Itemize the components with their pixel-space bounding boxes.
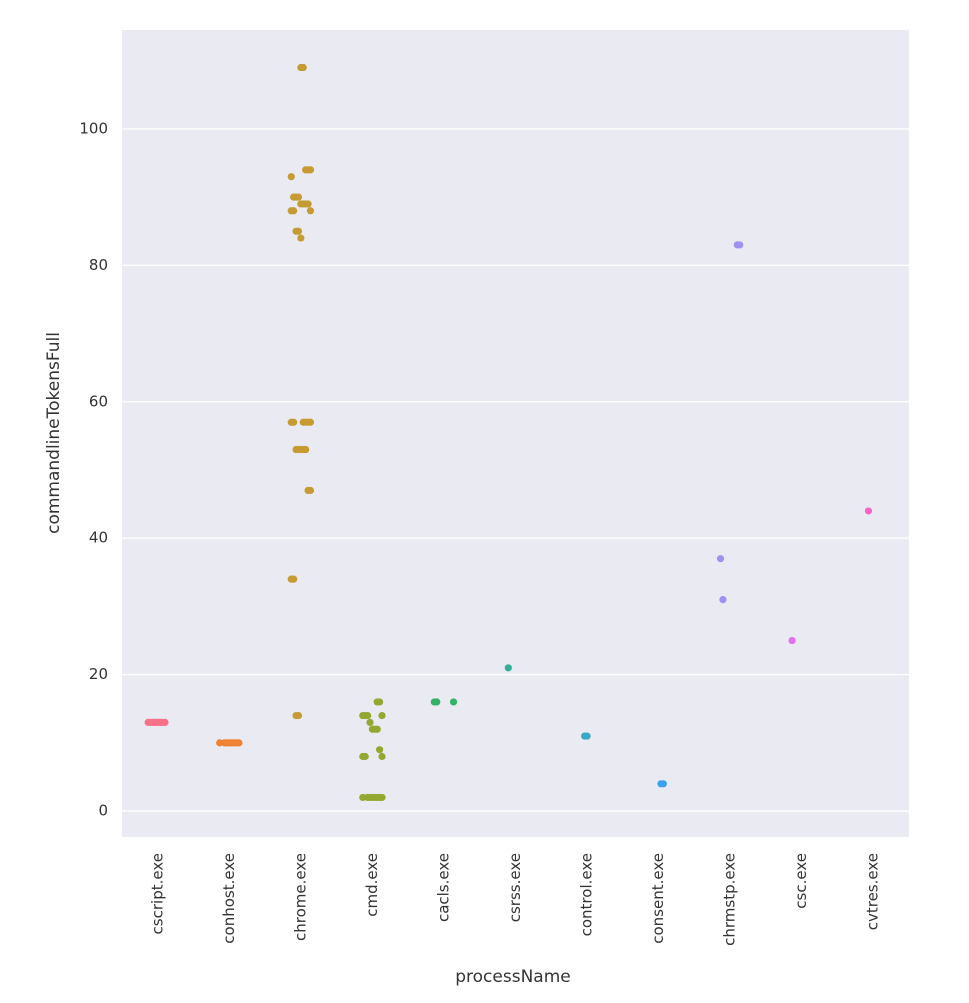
point [719,596,727,604]
y-tick-label: 20 [89,665,108,683]
point [378,793,386,802]
point [306,486,315,495]
point [364,711,372,720]
x-tick-label: conhost.exe [220,853,238,944]
point [290,575,298,583]
x-tick-label: cmd.exe [363,853,381,917]
point [306,207,315,215]
y-tick-label: 60 [89,392,108,410]
point [659,780,667,788]
x-tick-label: csc.exe [792,853,810,909]
x-tick-label: control.exe [578,853,596,936]
point [294,711,303,720]
point [736,241,744,249]
y-tick-label: 0 [98,802,108,820]
point [449,698,458,706]
point [304,200,312,208]
x-tick-label: cvtres.exe [864,853,882,930]
point [294,193,303,201]
plot-area [122,30,909,837]
point [306,166,315,174]
point [302,445,310,454]
y-axis-label: commandlineTokensFull [44,332,64,534]
y-tick-label: 100 [79,119,108,137]
point [366,718,374,726]
x-tick-label: chrome.exe [291,853,309,941]
point [433,698,441,706]
point [373,725,381,733]
point [376,746,384,754]
x-tick-label: csrss.exe [506,853,524,922]
point [290,207,298,215]
point [161,718,169,726]
point [361,752,369,761]
x-tick-label: cscript.exe [148,853,166,934]
point [294,227,303,235]
point [583,732,591,740]
point [359,793,367,802]
point [378,752,386,761]
y-tick-label: 80 [89,256,108,274]
point [287,173,295,181]
point [376,698,384,706]
point [378,711,386,720]
y-tick-label: 40 [89,529,108,547]
point [290,418,298,426]
point [788,636,796,645]
point [864,507,873,515]
x-tick-label: cacls.exe [434,853,452,922]
point [297,234,305,242]
point [299,63,307,72]
x-axis-label: processName [455,967,570,987]
point [306,418,315,426]
point [716,555,725,563]
point [504,664,512,672]
x-tick-label: consent.exe [649,853,667,944]
point [216,739,224,747]
x-tick-label: chrmstp.exe [721,853,739,946]
point [235,739,243,747]
